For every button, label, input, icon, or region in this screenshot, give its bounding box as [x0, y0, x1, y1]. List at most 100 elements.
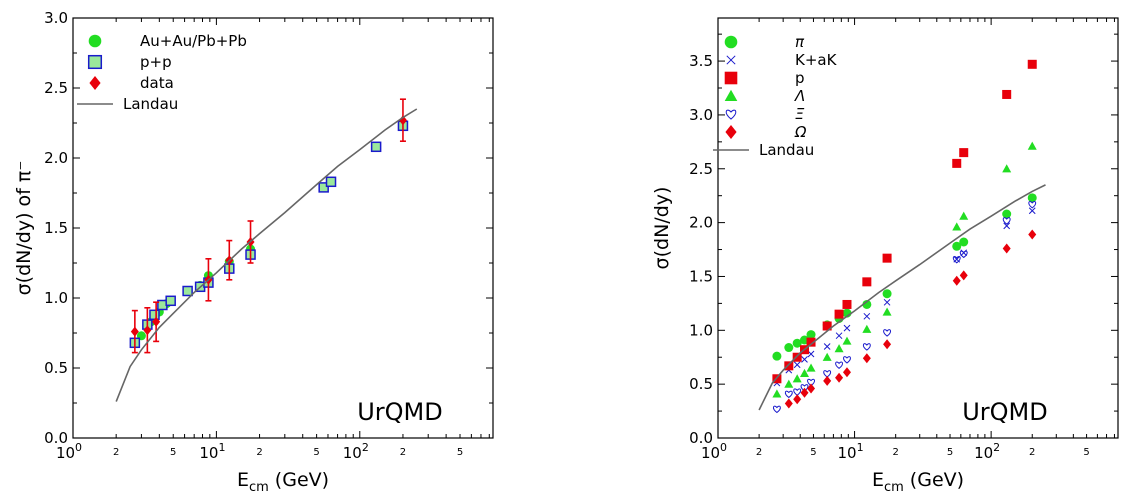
y-tick-label: 1.5	[44, 219, 68, 237]
legend-marker	[87, 54, 103, 70]
data-point	[773, 405, 781, 414]
annotation-urqmd: UrQMD	[357, 398, 443, 426]
data-point	[843, 356, 851, 364]
x-minor-tick-label: 2	[400, 447, 406, 458]
data-point	[862, 353, 871, 364]
chart-panel-2: 0.0 0.5 1.0 1.5 2.0 2.5 3.0 3.5 100 101 102 2 5 2 5 2 5 E…	[651, 17, 1119, 495]
data-point	[784, 379, 794, 388]
x-minor-tick-label: 2	[1029, 447, 1035, 458]
data-point	[959, 250, 968, 259]
y-tick-label: 2.0	[689, 214, 713, 232]
data-point	[807, 350, 815, 358]
data-point	[398, 115, 407, 126]
legend-label: p	[795, 69, 805, 87]
data-point	[143, 325, 152, 336]
legend-marker	[724, 71, 738, 85]
y-tick-label: 0.5	[44, 359, 68, 377]
x-minor-tick-label: 2	[256, 447, 262, 458]
landau-curve	[758, 184, 1046, 411]
data-point	[835, 361, 843, 369]
legend-marker	[724, 35, 738, 49]
legend-label: p+p	[140, 53, 172, 71]
data-point	[793, 388, 802, 396]
data-point	[843, 324, 851, 332]
data-point	[823, 370, 832, 378]
data-point	[806, 363, 816, 372]
data-point	[370, 141, 382, 153]
series-3	[772, 141, 1037, 398]
data-point	[959, 148, 969, 158]
data-point	[1002, 217, 1011, 225]
series-1	[773, 207, 1036, 387]
data-point	[1028, 229, 1037, 240]
data-point	[822, 321, 832, 331]
x-major-tick-label: 102	[974, 441, 1000, 462]
data-point	[784, 398, 793, 409]
legend-label: Au+Au/Pb+Pb	[140, 32, 247, 50]
data-point	[952, 275, 961, 286]
x-major-tick-label: 100	[56, 441, 82, 462]
legend-entry: π	[724, 33, 805, 51]
data-point	[793, 361, 801, 369]
legend-entry: p	[724, 69, 805, 87]
plot-frame	[717, 17, 1119, 439]
data-point	[862, 299, 872, 309]
data-point	[1003, 222, 1011, 230]
data-point	[823, 343, 831, 350]
x-minor-tick-label: 5	[947, 447, 953, 458]
legend-entry: Au+Au/Pb+Pb	[88, 32, 247, 50]
data-point	[863, 312, 871, 320]
x-minor-tick-label: 5	[170, 447, 176, 458]
x-major-tick-label: 100	[701, 441, 727, 462]
data-point	[952, 222, 962, 231]
y-tick-label: 0.0	[689, 429, 713, 447]
y-tick-label: 3.5	[689, 52, 713, 70]
legend-label: π	[795, 33, 805, 51]
data-point	[165, 295, 176, 307]
data-point	[1002, 89, 1012, 99]
data-point	[772, 389, 782, 398]
data-point	[834, 344, 844, 353]
data-point	[1028, 201, 1037, 209]
data-point	[862, 277, 872, 287]
data-point	[801, 356, 808, 363]
data-point	[959, 237, 969, 247]
data-point	[1027, 141, 1037, 150]
x-axis-label: Ecm (GeV)	[237, 469, 329, 495]
data-point	[784, 343, 794, 353]
x-minor-tick-label: 2	[892, 447, 898, 458]
legend-label: data	[140, 74, 174, 92]
series-4	[773, 201, 1037, 414]
y-tick-label: 2.5	[689, 160, 713, 178]
legend-label: Ω	[794, 123, 807, 141]
data-point	[800, 368, 810, 377]
legend-marker	[725, 109, 737, 120]
y-axis-label: σ(dN/dy) of π⁻	[13, 161, 35, 296]
y-tick-label: 3.0	[689, 106, 713, 124]
legend-entry: p+p	[87, 53, 172, 71]
legend-marker	[724, 89, 738, 102]
data-point	[182, 285, 193, 297]
series-6	[758, 184, 1046, 411]
data-point	[1002, 209, 1012, 219]
x-minor-tick-label: 5	[313, 447, 319, 458]
data-point	[882, 307, 892, 316]
legend-label: Landau	[759, 141, 814, 159]
legend-label: Λ	[794, 87, 805, 105]
x-major-tick-label: 101	[199, 441, 225, 462]
data-point	[822, 352, 832, 361]
data-point	[952, 255, 961, 264]
data-point	[1028, 207, 1036, 215]
data-point	[152, 316, 161, 327]
data-point	[1002, 164, 1012, 173]
legend-entry: Landau	[77, 95, 178, 113]
y-tick-label: 1.0	[689, 321, 713, 339]
legend-marker	[88, 34, 102, 48]
data-point	[883, 339, 892, 350]
data-point	[1002, 243, 1011, 254]
legend-entry: Ω	[725, 123, 807, 141]
data-point	[952, 158, 962, 168]
legend-entry: Λ	[724, 87, 805, 105]
